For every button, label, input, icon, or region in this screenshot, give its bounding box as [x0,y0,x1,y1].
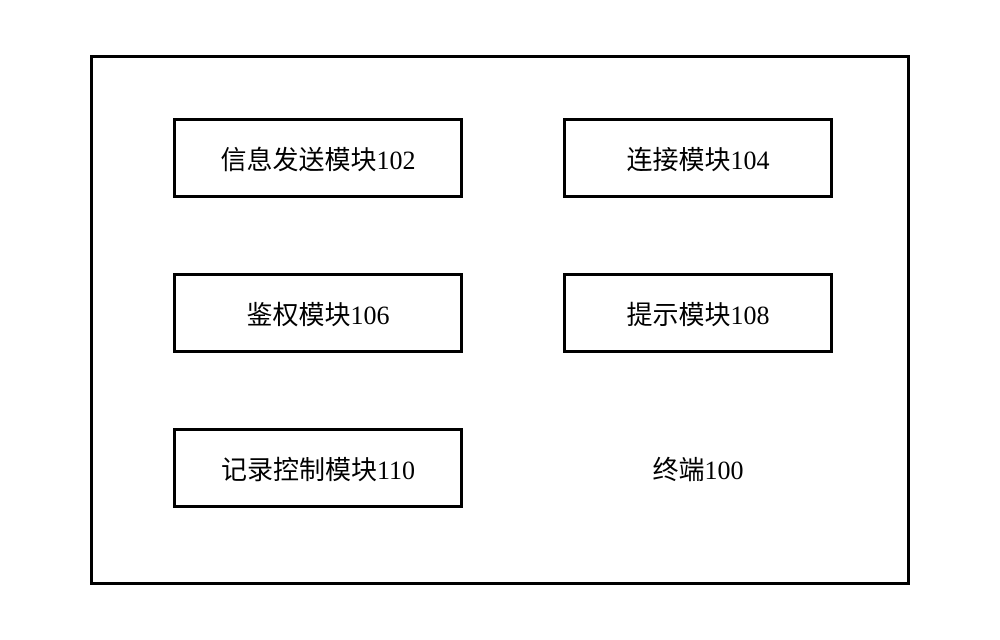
module-box-3: 提示模块108 [563,273,833,353]
module-label: 记录控制模块110 [221,450,415,487]
module-label: 鉴权模块106 [246,295,389,332]
module-label: 连接模块104 [626,140,769,177]
module-label: 信息发送模块102 [220,140,415,177]
terminal-label: 终端100 [563,428,833,508]
module-label: 提示模块108 [626,295,769,332]
module-box-4: 记录控制模块110 [173,428,463,508]
diagram-container: 信息发送模块102 连接模块104 鉴权模块106 提示模块108 记录控制模块110 终… [90,55,910,585]
terminal-label-text: 终端100 [652,450,743,487]
module-box-2: 鉴权模块106 [173,273,463,353]
module-box-1: 连接模块104 [563,118,833,198]
module-box-0: 信息发送模块102 [173,118,463,198]
